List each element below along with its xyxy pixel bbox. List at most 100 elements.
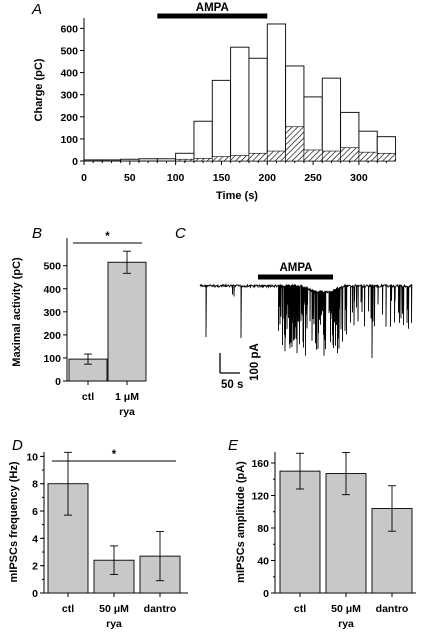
chart-b-y-tick-label: 0: [55, 376, 61, 388]
chart-a-y-tick-label: 200: [60, 112, 78, 124]
chart-e-y-tick-label: 40: [257, 556, 269, 568]
chart-b-category-label: rya: [119, 406, 135, 418]
chart-d-categories: ctl 50 μM rya dantro: [62, 593, 176, 630]
chart-b-category-label: ctl: [82, 391, 94, 403]
chart-e-category-label: rya: [338, 618, 354, 630]
chart-a-bar-total: [156, 158, 177, 162]
chart-a-bar-total: [101, 159, 122, 162]
chart-a-bar-hatched: [175, 158, 195, 162]
chart-d-bars: [47, 451, 181, 594]
chart-e: 0 40 80 120 160 ctl 50 μM rya dantro mIPSCs amp…: [235, 451, 416, 630]
chart-a-bar-hatched: [266, 150, 286, 162]
chart-a-bar-hatched: [230, 155, 250, 162]
chart-b-category-label: 1 μM: [115, 391, 139, 403]
chart-d-category-label: rya: [106, 618, 122, 630]
chart-a-x-tick-label: 300: [350, 172, 368, 184]
chart-a-bar-total: [211, 79, 232, 162]
chart-a-x-tick-label: 100: [167, 172, 185, 184]
chart-a: AMPA 0 100 200 300 400 500 600 0 50 100 150 200 250…: [33, 2, 397, 202]
chart-a-bar-total: [83, 159, 103, 162]
chart-a-bar-hatched: [340, 147, 360, 162]
chart-a-x-ticks: 0 50 100 150 200 250 300: [81, 161, 387, 184]
chart-a-ylabel: Charge (pC): [33, 58, 45, 121]
chart-b-y-tick-label: 100: [43, 353, 61, 365]
chart-a-bar-total: [321, 77, 342, 162]
chart-d-category-label: 50 μM: [99, 603, 129, 615]
chart-a-open-bars: [83, 23, 397, 162]
chart-e-category-label: 50 μM: [331, 603, 361, 615]
chart-e-category-label: dantro: [376, 603, 409, 615]
chart-a-bar-total: [120, 158, 140, 162]
chart-a-y-tick-label: 100: [60, 134, 78, 146]
chart-b-y-ticks: 0 100 200 300 400 500: [43, 261, 67, 388]
chart-d-y-ticks: 0 2 4 6 8 10: [26, 451, 44, 600]
chart-b-significance-star: *: [105, 231, 110, 243]
chart-a-bar-hatched: [321, 150, 341, 162]
trace-c-scale-x-label: 50 s: [221, 379, 243, 391]
chart-a-bar-total: [193, 120, 213, 162]
chart-d-y-tick-label: 4: [32, 533, 38, 545]
chart-b-bars: [68, 250, 147, 382]
chart-a-bar-hatched: [285, 126, 305, 162]
panel-letter-d: D: [12, 437, 23, 454]
chart-a-bar-hatched: [193, 158, 213, 162]
chart-b-significance: *: [73, 231, 142, 244]
chart-e-category-label: ctl: [294, 603, 306, 615]
chart-a-xlabel: Time (s): [216, 190, 258, 202]
chart-d-category-label: ctl: [62, 603, 74, 615]
chart-a-bar-total: [138, 158, 158, 162]
chart-a-bar-total: [248, 57, 268, 162]
chart-d-significance: *: [52, 449, 176, 462]
chart-a-bar-hatched: [303, 149, 323, 162]
chart-e-bar: [279, 470, 321, 594]
chart-e-y-ticks: 0 40 80 120 160: [251, 458, 275, 600]
chart-b-y-tick-label: 500: [43, 261, 61, 273]
chart-d-y-tick-label: 0: [32, 588, 38, 600]
chart-a-bar-hatched: [376, 152, 396, 162]
chart-b-y-tick-label: 400: [43, 284, 61, 296]
chart-b-ylabel: Maximal activity (pC): [11, 257, 23, 367]
chart-e-y-tick-label: 160: [251, 458, 269, 470]
chart-a-y-tick-label: 400: [60, 68, 78, 80]
chart-b: 0 100 200 300 400 500 ctl 1 μM rya * Maximal ac…: [11, 231, 147, 418]
chart-a-x-tick-label: 250: [304, 172, 322, 184]
panel-letter-c: C: [175, 225, 186, 242]
chart-e-y-tick-label: 120: [251, 491, 269, 503]
chart-d-y-tick-label: 8: [32, 479, 38, 491]
chart-e-y-tick-label: 80: [257, 523, 269, 535]
chart-d-significance-star: *: [112, 449, 117, 461]
chart-a-x-tick-label: 50: [124, 172, 136, 184]
chart-a-stim-group: AMPA: [157, 2, 268, 19]
chart-e-ylabel: mIPSCs amplitude (pA): [235, 461, 247, 583]
trace-c-scale-y-label: 100 pA: [249, 343, 261, 381]
chart-d-y-tick-label: 2: [32, 561, 38, 573]
chart-a-y-tick-label: 0: [72, 156, 78, 168]
chart-a-bar-total: [230, 46, 250, 162]
chart-a-bar-hatched: [211, 156, 231, 162]
chart-d-y-tick-label: 6: [32, 506, 38, 518]
trace-c-current: [199, 283, 413, 359]
chart-d-ylabel: mIPSCs frequency (Hz): [8, 461, 20, 582]
chart-a-ampa-label: AMPA: [196, 2, 229, 14]
chart-d-y-tick-label: 10: [26, 451, 38, 463]
chart-b-categories: ctl 1 μM rya: [82, 381, 139, 418]
chart-a-y-tick-label: 300: [60, 90, 78, 102]
chart-a-x-tick-label: 200: [259, 172, 277, 184]
chart-b-y-tick-label: 300: [43, 307, 61, 319]
chart-e-categories: ctl 50 μM rya dantro: [294, 593, 408, 630]
chart-a-y-tick-label: 500: [60, 46, 78, 58]
panel-letter-e: E: [228, 437, 239, 454]
chart-b-y-tick-label: 200: [43, 330, 61, 342]
chart-a-y-ticks: 0 100 200 300 400 500 600: [60, 23, 84, 168]
trace-c: AMPA 100 pA 50 s: [199, 262, 413, 391]
chart-a-x-tick-label: 150: [213, 172, 231, 184]
chart-e-bars: [279, 451, 413, 594]
chart-a-x-tick-label: 0: [81, 172, 87, 184]
chart-e-y-tick-label: 0: [263, 588, 269, 600]
chart-a-bar-total: [266, 23, 287, 162]
chart-b-bar: [107, 261, 147, 382]
chart-a-bar-hatched: [248, 152, 268, 162]
panel-letter-b: B: [32, 225, 42, 242]
chart-a-bar-hatched: [358, 151, 378, 162]
